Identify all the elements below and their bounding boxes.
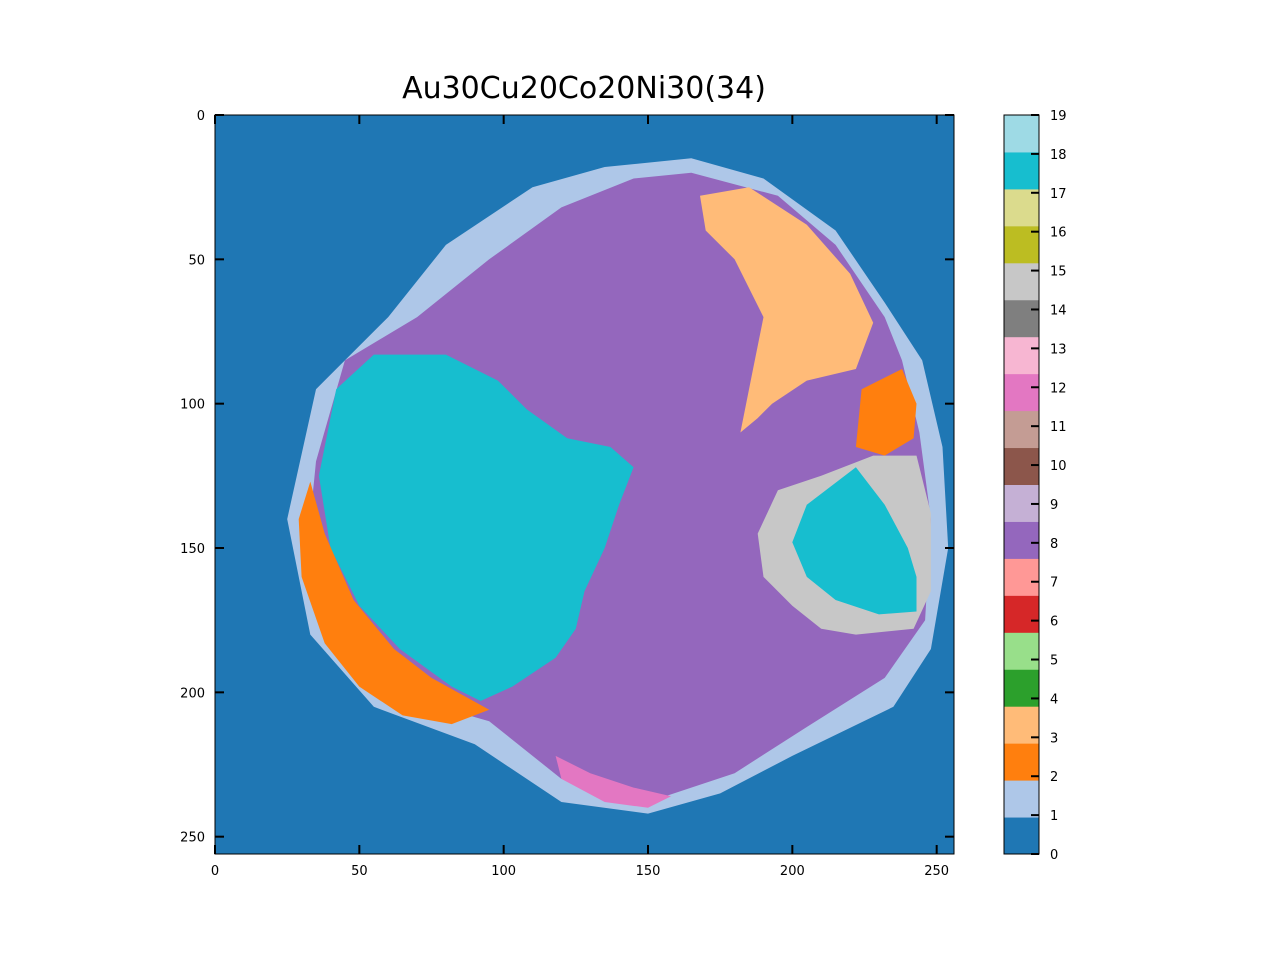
colorbar-segment-5: [1004, 632, 1039, 670]
colorbar-segment-4: [1004, 669, 1039, 707]
colorbar-tick-label-18: 18: [1050, 148, 1067, 163]
y-tick-label-250: 250: [180, 831, 205, 846]
colorbar-tick-label-16: 16: [1050, 226, 1067, 241]
region-label-2-4: [298, 481, 490, 725]
x-tick-label-150: 150: [636, 864, 661, 879]
region-label-2-5: [855, 369, 917, 456]
colorbar-segment-0: [1004, 817, 1039, 855]
colorbar-segment-13: [1004, 336, 1039, 375]
colorbar-segment-15: [1004, 262, 1039, 301]
x-tick-label-100: 100: [491, 864, 516, 879]
x-tick-label-250: 250: [924, 864, 949, 879]
colorbar-tick-label-17: 17: [1050, 187, 1067, 202]
x-axis: 0 50 100 150 200 250: [211, 115, 949, 879]
colorbar-segment-17: [1004, 188, 1039, 227]
colorbar-segment-11: [1004, 410, 1039, 449]
colorbar-tick-label-1: 1: [1050, 809, 1058, 824]
colorbar-tick-label-0: 0: [1050, 848, 1058, 863]
chart-title: Au30Cu20Co20Ni30(34): [402, 71, 766, 106]
colorbar-segment-14: [1004, 299, 1039, 338]
x-tick-label-0: 0: [211, 864, 219, 879]
colorbar-segment-7: [1004, 558, 1039, 596]
colorbar-segment-1: [1004, 780, 1039, 818]
colorbar-segment-10: [1004, 447, 1039, 485]
y-tick-label-0: 0: [197, 109, 205, 124]
colorbar-tick-label-11: 11: [1050, 420, 1067, 435]
colorbar-tick-label-5: 5: [1050, 654, 1058, 669]
region-label-18-8: [792, 467, 917, 615]
region-label-18-3: [318, 354, 634, 701]
colorbar-tick-label-6: 6: [1050, 615, 1058, 630]
plot-frame: [214, 114, 955, 855]
colorbar-tick-label-15: 15: [1050, 265, 1067, 280]
region-label-3-6: [700, 187, 874, 433]
colorbar: [1004, 115, 1039, 855]
y-tick-label-100: 100: [180, 398, 205, 413]
colorbar-segment-8: [1004, 521, 1039, 559]
region-label-12-9: [555, 755, 672, 808]
colorbar-segment-12: [1004, 373, 1039, 412]
colorbar-tick-label-19: 19: [1050, 109, 1067, 124]
x-tick-label-200: 200: [780, 864, 805, 879]
y-tick-label-200: 200: [180, 686, 205, 701]
colorbar-tick-label-14: 14: [1050, 303, 1067, 318]
colorbar-tick-label-8: 8: [1050, 537, 1058, 552]
colorbar-tick-label-2: 2: [1050, 770, 1058, 785]
colorbar-segment-18: [1004, 151, 1039, 190]
colorbar-tick-label-13: 13: [1050, 342, 1067, 357]
x-tick-label-50: 50: [351, 864, 368, 879]
colorbar-tick-label-9: 9: [1050, 498, 1058, 513]
colorbar-tick-label-3: 3: [1050, 731, 1058, 746]
colorbar-tick-label-4: 4: [1050, 692, 1058, 707]
heatmap-regions: [287, 158, 949, 814]
colorbar-tick-label-12: 12: [1050, 381, 1067, 396]
colorbar-tick-label-7: 7: [1050, 576, 1058, 591]
colorbar-segment-2: [1004, 743, 1039, 781]
heatmap-area: [215, 115, 954, 854]
y-tick-label-150: 150: [180, 542, 205, 557]
colorbar-segment-19: [1004, 115, 1039, 153]
colorbar-segment-6: [1004, 595, 1039, 633]
y-axis: 0 50 100 150 200 250: [180, 109, 954, 846]
colorbar-tick-label-10: 10: [1050, 459, 1067, 474]
y-tick-label-50: 50: [188, 253, 205, 268]
colorbar-frame: [1003, 114, 1040, 855]
